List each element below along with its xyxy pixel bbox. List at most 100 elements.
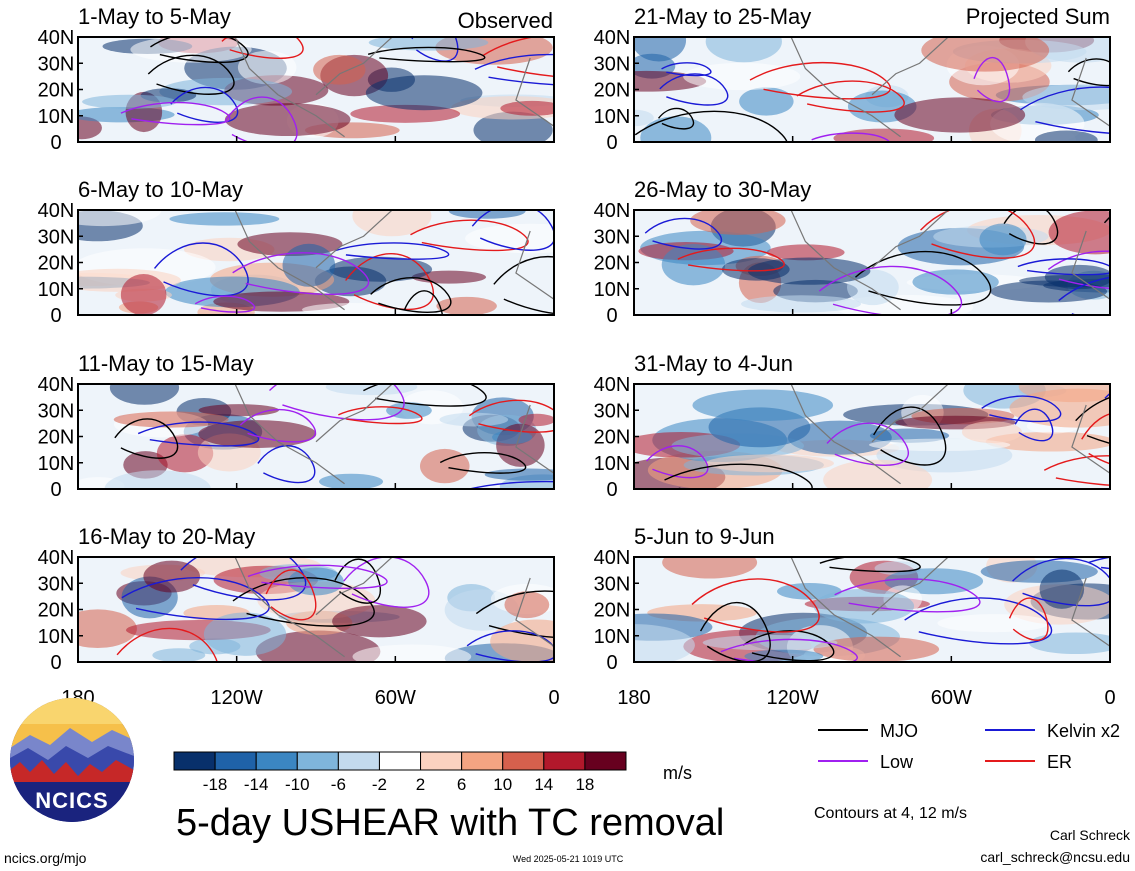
shading-blob [1029, 632, 1110, 655]
shading-blob [465, 223, 554, 254]
contour-line [469, 480, 554, 489]
y-tick-label: 30N [594, 226, 631, 248]
contour-line [691, 578, 820, 633]
contour-line [1058, 276, 1110, 315]
shading-blob [813, 636, 940, 662]
colorbar-swatch [543, 751, 586, 771]
colorbar-tick-label: -2 [372, 775, 387, 794]
contour-line [1020, 86, 1110, 134]
shading-blob [224, 103, 351, 137]
shading-blob [787, 420, 892, 455]
shading-blob [937, 614, 1050, 633]
shading-blob [484, 468, 554, 481]
y-tick-label: 10N [594, 279, 631, 301]
shading-blob [152, 648, 206, 662]
contour-line [646, 445, 709, 479]
y-tick-label: 40N [594, 374, 631, 396]
shading-blob [490, 619, 554, 662]
contour-line [664, 463, 813, 489]
author-email: carl_schreck@ncsu.edu [980, 849, 1130, 865]
y-tick-label: 20N [38, 80, 75, 102]
panel-title: 31-May to 4-Jun [634, 351, 793, 376]
contour-line [439, 451, 527, 474]
contour-line [973, 57, 1011, 103]
y-tick-label: 0 [606, 132, 617, 154]
contour-line [1012, 557, 1110, 607]
y-tick-label: 20N [594, 600, 631, 622]
contour-line [403, 290, 443, 315]
contour-line [1081, 413, 1110, 465]
shading-blob [683, 62, 801, 91]
contour-line [121, 577, 270, 621]
coastline [790, 37, 1110, 138]
colorbar-swatch [255, 751, 298, 771]
y-tick-label: 10N [38, 626, 75, 648]
shading-blob [705, 454, 834, 473]
contour-line [920, 210, 1036, 259]
shading-blob [203, 612, 287, 656]
contour-line [221, 37, 304, 60]
shading-blob [156, 434, 214, 473]
y-tick-label: 10N [38, 453, 75, 475]
x-tick-label: 180 [617, 687, 650, 709]
shading-blob [744, 649, 824, 662]
shading-blob [169, 212, 280, 226]
contour-line [338, 406, 423, 425]
x-tick-label: 60W [931, 687, 972, 709]
contour-line [1003, 210, 1059, 245]
shading-blob [979, 223, 1027, 256]
y-tick-label: 40N [38, 27, 75, 49]
colorbar-swatch [584, 751, 627, 771]
panel-field [78, 210, 554, 315]
timestamp: Wed 2025-05-21 1019 UTC [513, 854, 624, 864]
shading-blob [492, 430, 533, 444]
contour-line [834, 578, 981, 613]
colorbar-tick-label: 14 [534, 775, 553, 794]
contour-line [811, 132, 891, 142]
x-axis-tick-labels: 180 120W 60W 0 180 120W 60W 0 [61, 687, 1115, 709]
shading-blob [692, 389, 834, 421]
shading-blob [78, 609, 137, 649]
colorbar-swatch [420, 751, 463, 771]
contour-line [818, 265, 963, 315]
contour-line [334, 558, 381, 604]
contour-line [742, 630, 835, 662]
shading-blob [325, 384, 418, 396]
contour-line [493, 255, 554, 314]
panel-title: 6-May to 10-May [78, 177, 243, 202]
y-tick-label: 30N [38, 53, 75, 75]
colorbar-tick-label: -6 [331, 775, 346, 794]
contour-line [137, 421, 260, 447]
panel-field [634, 37, 1110, 142]
contour-line [720, 638, 858, 662]
shading-blob [1022, 83, 1110, 111]
shading-blob [319, 473, 384, 489]
y-tick-label: 10N [38, 106, 75, 128]
shading-blob [662, 557, 758, 579]
panel-title: 5-Jun to 9-Jun [634, 524, 775, 549]
contour-line [153, 242, 249, 297]
shading-blob [436, 296, 497, 315]
x-tick-label: 0 [548, 687, 559, 709]
shading-blob [721, 258, 790, 281]
shading-blob [82, 94, 178, 109]
contour-line [873, 406, 947, 466]
contour-line [411, 37, 459, 62]
colorbar-swatch [461, 751, 504, 771]
colorbar-tick-label: -10 [285, 775, 310, 794]
panel-title: 21-May to 25-May [634, 4, 811, 29]
contour-line [257, 445, 316, 484]
contour-line [468, 399, 554, 433]
shading-blob [823, 459, 933, 489]
contour-line [180, 557, 307, 601]
shading-blob [143, 560, 201, 593]
y-tick-label: 30N [38, 226, 75, 248]
y-tick-label: 20N [38, 427, 75, 449]
shading-blob [352, 644, 472, 662]
